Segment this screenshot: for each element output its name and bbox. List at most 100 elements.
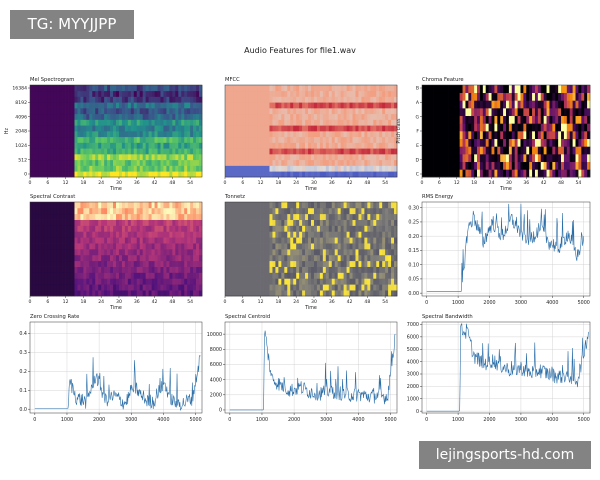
heatmap-cell: [77, 249, 81, 256]
heatmap-cell: [35, 131, 40, 138]
heatmap-cell: [157, 249, 161, 256]
heatmap-cell: [98, 231, 102, 238]
heatmap-cell: [127, 231, 132, 238]
x-tick-label: 42: [541, 180, 547, 186]
heatmap-cell: [95, 136, 99, 143]
heatmap-cell: [130, 113, 135, 120]
heatmap-cell: [172, 148, 176, 155]
heatmap-cell: [328, 154, 333, 161]
heatmap-cell: [376, 142, 380, 149]
heatmap-cell: [358, 102, 362, 109]
heatmap-cell: [558, 115, 562, 124]
heatmap-cell: [116, 284, 120, 291]
heatmap-cell: [136, 225, 141, 232]
heatmap-cell: [394, 159, 398, 166]
heatmap-cell: [175, 284, 179, 291]
heatmap-cell: [299, 202, 303, 209]
heatmap-cell: [77, 272, 81, 279]
heatmap-cell: [514, 131, 518, 140]
heatmap-cell: [302, 278, 306, 285]
heatmap-cell: [172, 260, 176, 267]
heatmap-cell: [305, 225, 309, 232]
heatmap-cell: [172, 171, 176, 178]
heatmap-cell: [508, 92, 513, 101]
heatmap-cell: [160, 266, 164, 273]
x-tick-label: 5000: [384, 417, 396, 423]
heatmap-cell: [50, 113, 55, 120]
heatmap-cell: [334, 148, 339, 155]
heatmap-cell: [287, 171, 291, 178]
heatmap-cell: [349, 237, 353, 244]
axes-frame-spectral-bandwidth: [421, 321, 591, 414]
heatmap-cell: [236, 231, 241, 238]
heatmap-cell: [56, 96, 61, 103]
x-tick-label: 5000: [578, 417, 590, 423]
heatmap-cell: [50, 125, 55, 132]
heatmap-cell: [89, 171, 93, 178]
heatmap-cell: [166, 260, 170, 267]
heatmap-cell: [343, 119, 347, 126]
heatmap-cell: [77, 284, 81, 291]
heatmap-cell: [89, 207, 93, 215]
heatmap-cell: [508, 85, 513, 94]
heatmap-cell: [148, 278, 152, 285]
heatmap-cell: [394, 272, 398, 279]
heatmap-cell: [199, 237, 203, 244]
heatmap-cell: [110, 131, 114, 138]
heatmap-cell: [113, 159, 117, 166]
heatmap-cell: [245, 202, 250, 209]
heatmap-cell: [355, 249, 359, 256]
heatmap-cell: [313, 225, 318, 232]
heatmap-cell: [269, 266, 273, 273]
heatmap-cell: [127, 113, 132, 120]
heatmap-cell: [62, 231, 66, 238]
heatmap-cell: [278, 85, 282, 92]
heatmap-cell: [257, 243, 261, 250]
heatmap-cell: [142, 102, 147, 109]
heatmap-cell: [549, 123, 553, 132]
heatmap-cell: [367, 207, 371, 215]
heatmap-cell: [485, 108, 489, 117]
heatmap-cell: [316, 85, 321, 92]
heatmap-cell: [127, 142, 132, 149]
heatmap-cell: [184, 237, 188, 244]
heatmap-cell: [355, 278, 359, 285]
heatmap-cell: [145, 225, 149, 232]
heatmap-cell: [187, 260, 191, 267]
heatmap-cell: [101, 290, 105, 297]
heatmap-cell: [95, 213, 99, 220]
heatmap-cell: [251, 202, 256, 209]
heatmap-cell: [77, 165, 81, 172]
heatmap-cell: [184, 119, 188, 126]
heatmap-cell: [38, 154, 43, 161]
heatmap-cell: [462, 169, 466, 178]
heatmap-cell: [308, 85, 312, 92]
heatmap-cell: [107, 219, 111, 226]
heatmap-cell: [163, 142, 167, 149]
heatmap-cell: [148, 148, 152, 155]
x-tick-label: 12: [63, 180, 69, 186]
heatmap-cell: [430, 161, 434, 170]
heatmap-cell: [166, 125, 170, 132]
heatmap-cell: [236, 290, 241, 297]
heatmap-cell: [113, 213, 117, 220]
heatmap-cell: [83, 119, 87, 126]
heatmap-cell: [346, 125, 350, 132]
heatmap-cell: [113, 171, 117, 178]
heatmap-cell: [172, 225, 176, 232]
heatmap-cell: [471, 161, 475, 170]
heatmap-cell: [38, 243, 43, 250]
heatmap-cell: [322, 136, 327, 143]
heatmap-cell: [121, 154, 126, 161]
heatmap-cell: [340, 237, 344, 244]
heatmap-cell: [532, 85, 536, 94]
heatmap-cell: [427, 146, 432, 155]
heatmap-cell: [184, 108, 188, 115]
heatmap-cell: [121, 284, 126, 291]
heatmap-cell: [35, 254, 40, 262]
heatmap-cell: [239, 113, 244, 120]
heatmap-cell: [459, 115, 463, 124]
heatmap-cell: [127, 131, 132, 138]
heatmap-cell: [284, 102, 288, 109]
heatmap-cell: [47, 142, 52, 149]
